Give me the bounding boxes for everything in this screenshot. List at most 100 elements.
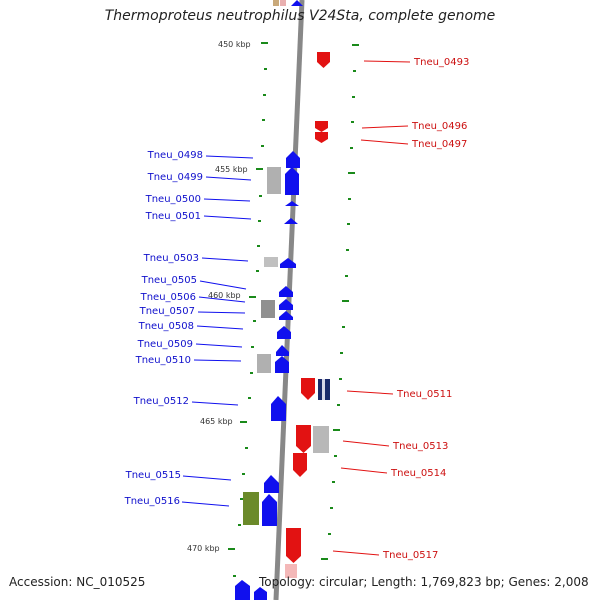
gene-tneu-0512[interactable] bbox=[271, 396, 286, 421]
gene-pink-block bbox=[285, 564, 297, 578]
tick-mark bbox=[348, 198, 351, 200]
gene-tneu-0517[interactable] bbox=[286, 528, 301, 563]
tick-mark bbox=[261, 42, 268, 44]
tick-mark bbox=[251, 346, 254, 348]
leader-line bbox=[198, 296, 246, 303]
label-tneu-0516[interactable]: Tneu_0516 bbox=[124, 496, 180, 507]
tick-mark bbox=[253, 320, 256, 322]
leader-line bbox=[203, 215, 252, 220]
gene-tneu-0493[interactable] bbox=[317, 52, 330, 68]
gene-labels-left: Tneu_0498 Tneu_0499 Tneu_0500 Tneu_0501 … bbox=[124, 150, 203, 507]
gene-tneu-0511[interactable] bbox=[301, 378, 315, 400]
tick-mark bbox=[347, 223, 350, 225]
gene-tneu-0509[interactable] bbox=[276, 345, 289, 356]
tick-label-455kbp: 455 kbp bbox=[215, 165, 248, 174]
leader-line bbox=[201, 257, 249, 262]
tick-mark bbox=[321, 558, 328, 560]
tick-mark bbox=[262, 119, 265, 121]
gene-tneu-0499[interactable] bbox=[285, 167, 299, 195]
tick-label-470kbp: 470 kbp bbox=[187, 544, 220, 553]
leader-line bbox=[205, 176, 252, 181]
gene-tneu-0516[interactable] bbox=[262, 494, 277, 526]
label-tneu-0508[interactable]: Tneu_0508 bbox=[138, 321, 194, 332]
label-tneu-0517[interactable]: Tneu_0517 bbox=[382, 550, 438, 561]
label-tneu-0507[interactable]: Tneu_0507 bbox=[139, 306, 195, 317]
tick-mark bbox=[345, 275, 348, 277]
label-tneu-0509[interactable]: Tneu_0509 bbox=[137, 339, 193, 350]
gene-tneu-0506[interactable] bbox=[279, 299, 293, 310]
gene-tneu-0505[interactable] bbox=[279, 286, 293, 297]
tick-mark bbox=[263, 94, 266, 96]
label-tneu-0505[interactable]: Tneu_0505 bbox=[141, 275, 197, 286]
tick-label-465kbp: 465 kbp bbox=[200, 417, 233, 426]
leader-line bbox=[342, 440, 390, 447]
leader-lines-right bbox=[332, 60, 411, 556]
tick-mark bbox=[332, 481, 335, 483]
partial-gene-top-3 bbox=[291, 0, 303, 6]
gene-tneu-0508[interactable] bbox=[277, 326, 291, 339]
gene-tneu-0510[interactable] bbox=[275, 356, 289, 373]
leader-line bbox=[363, 60, 411, 63]
leader-line bbox=[197, 311, 246, 314]
gene-tneu-0514[interactable] bbox=[293, 453, 307, 477]
leader-lines-left bbox=[181, 155, 254, 507]
tick-mark bbox=[242, 473, 245, 475]
genome-backbone bbox=[273, 0, 305, 601]
tick-mark bbox=[240, 498, 243, 500]
gene-tneu-0515[interactable] bbox=[264, 475, 279, 493]
tick-mark bbox=[261, 145, 264, 147]
label-tneu-0511[interactable]: Tneu_0511 bbox=[396, 389, 452, 400]
label-tneu-0499[interactable]: Tneu_0499 bbox=[147, 172, 203, 183]
gene-tneu-0503[interactable] bbox=[280, 258, 296, 268]
tick-mark bbox=[353, 70, 356, 72]
tick-mark bbox=[245, 447, 248, 449]
gene-tneu-0497[interactable] bbox=[315, 132, 328, 143]
tick-mark bbox=[351, 121, 354, 123]
tick-mark bbox=[342, 326, 345, 328]
label-tneu-0498[interactable]: Tneu_0498 bbox=[147, 150, 203, 161]
tick-mark bbox=[340, 352, 343, 354]
tick-mark bbox=[339, 378, 342, 380]
accession-text: Accession: NC_010525 bbox=[9, 575, 146, 589]
scale-ticks-left bbox=[228, 42, 268, 577]
gene-tneu-0513[interactable] bbox=[296, 425, 311, 453]
label-tneu-0493[interactable]: Tneu_0493 bbox=[413, 57, 469, 68]
label-tneu-0513[interactable]: Tneu_0513 bbox=[392, 441, 448, 452]
gene-tneu-0501[interactable] bbox=[284, 218, 298, 224]
gene-tneu-0500[interactable] bbox=[285, 201, 299, 206]
gene-grey-block-0503 bbox=[264, 257, 278, 267]
leader-line bbox=[340, 467, 388, 474]
label-tneu-0503[interactable]: Tneu_0503 bbox=[143, 253, 199, 264]
tick-mark bbox=[337, 404, 340, 406]
tick-mark bbox=[240, 421, 247, 423]
label-tneu-0497[interactable]: Tneu_0497 bbox=[411, 139, 467, 150]
tick-mark bbox=[352, 96, 355, 98]
partial-gene-top-2 bbox=[280, 0, 286, 6]
label-tneu-0500[interactable]: Tneu_0500 bbox=[145, 194, 201, 205]
gene-tneu-0507[interactable] bbox=[279, 311, 293, 320]
label-tneu-0515[interactable]: Tneu_0515 bbox=[125, 470, 181, 481]
tick-mark bbox=[334, 455, 337, 457]
gene-grey-block-0506 bbox=[261, 300, 275, 318]
leader-line bbox=[346, 390, 394, 395]
tick-mark bbox=[256, 270, 259, 272]
label-tneu-0512[interactable]: Tneu_0512 bbox=[133, 396, 189, 407]
leader-line bbox=[196, 325, 244, 330]
gene-tneu-0496[interactable] bbox=[315, 121, 328, 132]
tick-mark bbox=[233, 575, 236, 577]
gene-grey-block-0499 bbox=[267, 167, 281, 194]
tick-mark bbox=[238, 524, 241, 526]
leader-line bbox=[332, 550, 380, 556]
tick-mark bbox=[342, 300, 349, 302]
leader-line bbox=[195, 343, 243, 348]
leader-line bbox=[205, 155, 254, 159]
label-tneu-0496[interactable]: Tneu_0496 bbox=[411, 121, 467, 132]
label-tneu-0514[interactable]: Tneu_0514 bbox=[390, 468, 446, 479]
label-tneu-0510[interactable]: Tneu_0510 bbox=[135, 355, 191, 366]
gene-partial-bottom-1 bbox=[235, 580, 250, 600]
label-tneu-0506[interactable]: Tneu_0506 bbox=[140, 292, 196, 303]
tick-mark bbox=[328, 533, 331, 535]
gene-tneu-0498[interactable] bbox=[286, 151, 300, 168]
label-tneu-0501[interactable]: Tneu_0501 bbox=[145, 211, 201, 222]
